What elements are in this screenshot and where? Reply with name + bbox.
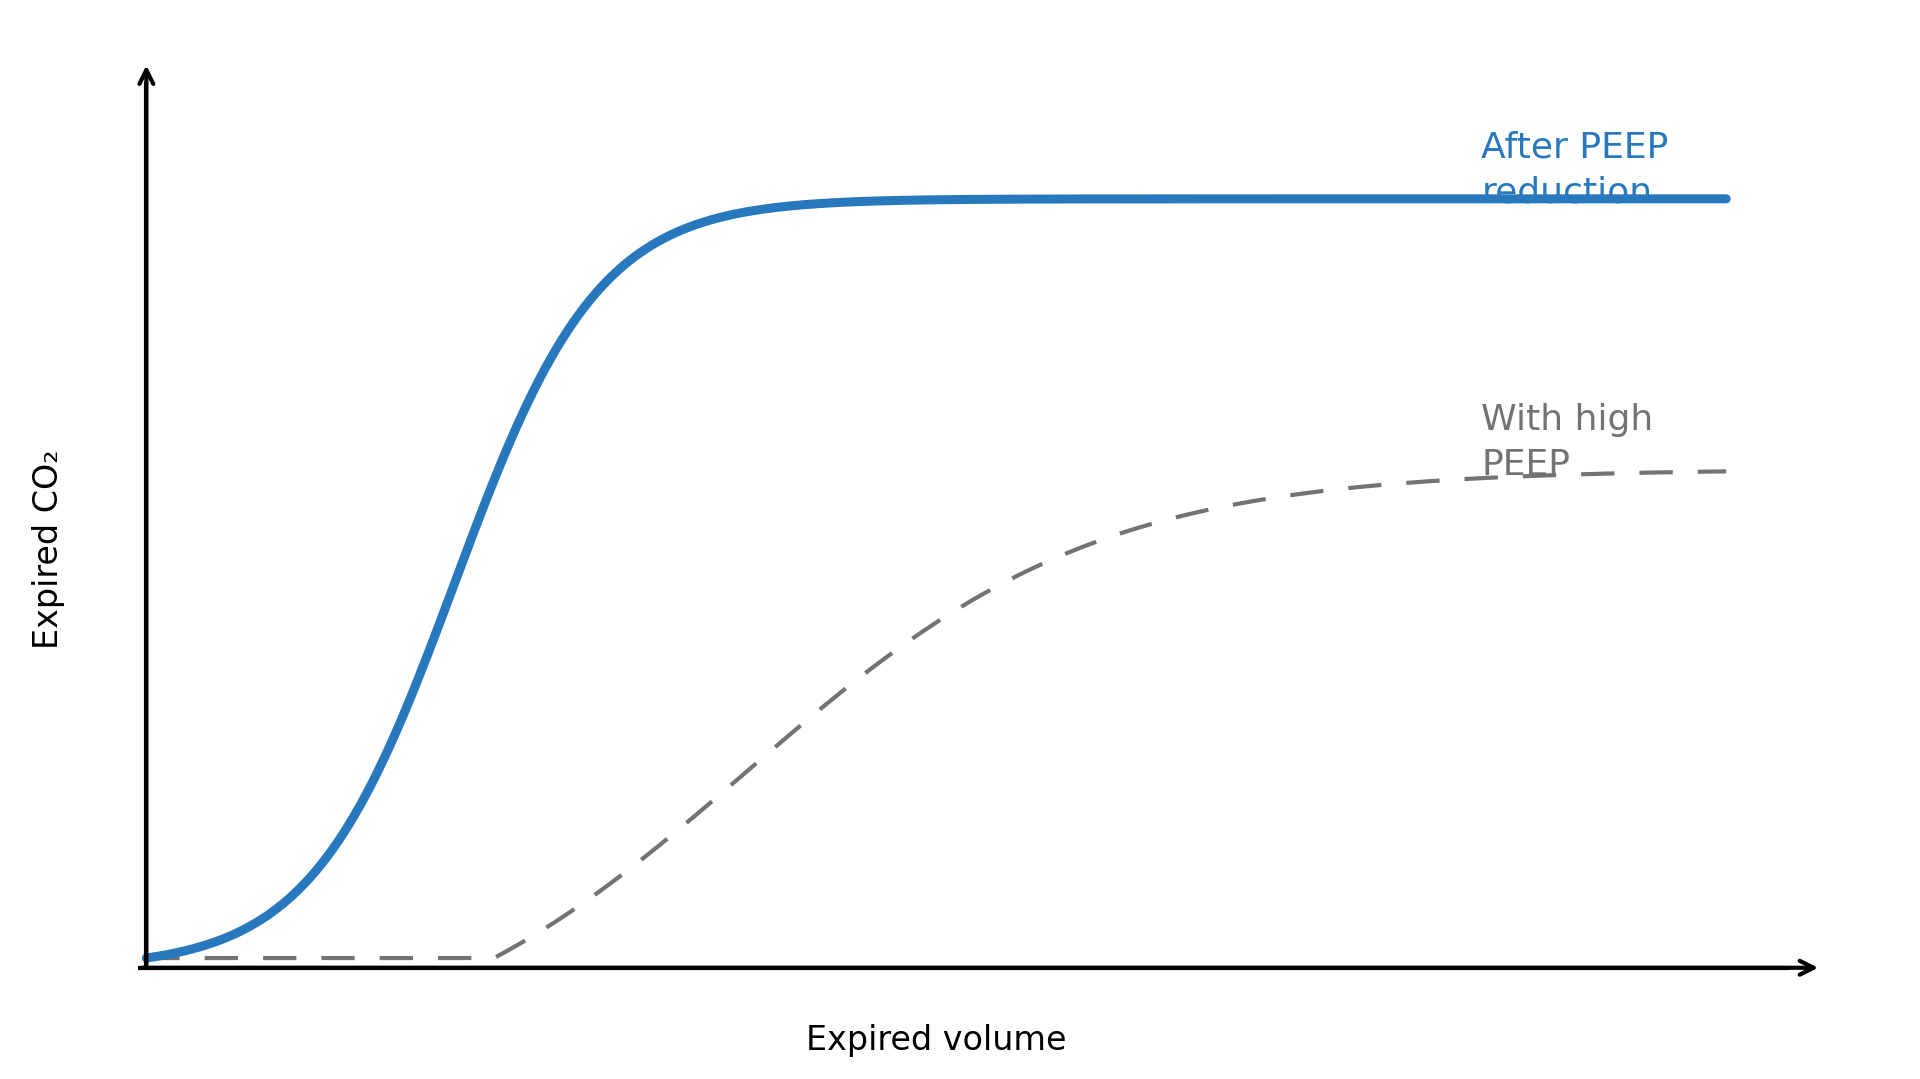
Text: Expired volume: Expired volume [806, 1024, 1066, 1057]
Text: After PEEP
reduction: After PEEP reduction [1482, 131, 1668, 209]
Text: With high
PEEP: With high PEEP [1482, 404, 1653, 482]
Text: Expired CO₂: Expired CO₂ [33, 450, 65, 650]
